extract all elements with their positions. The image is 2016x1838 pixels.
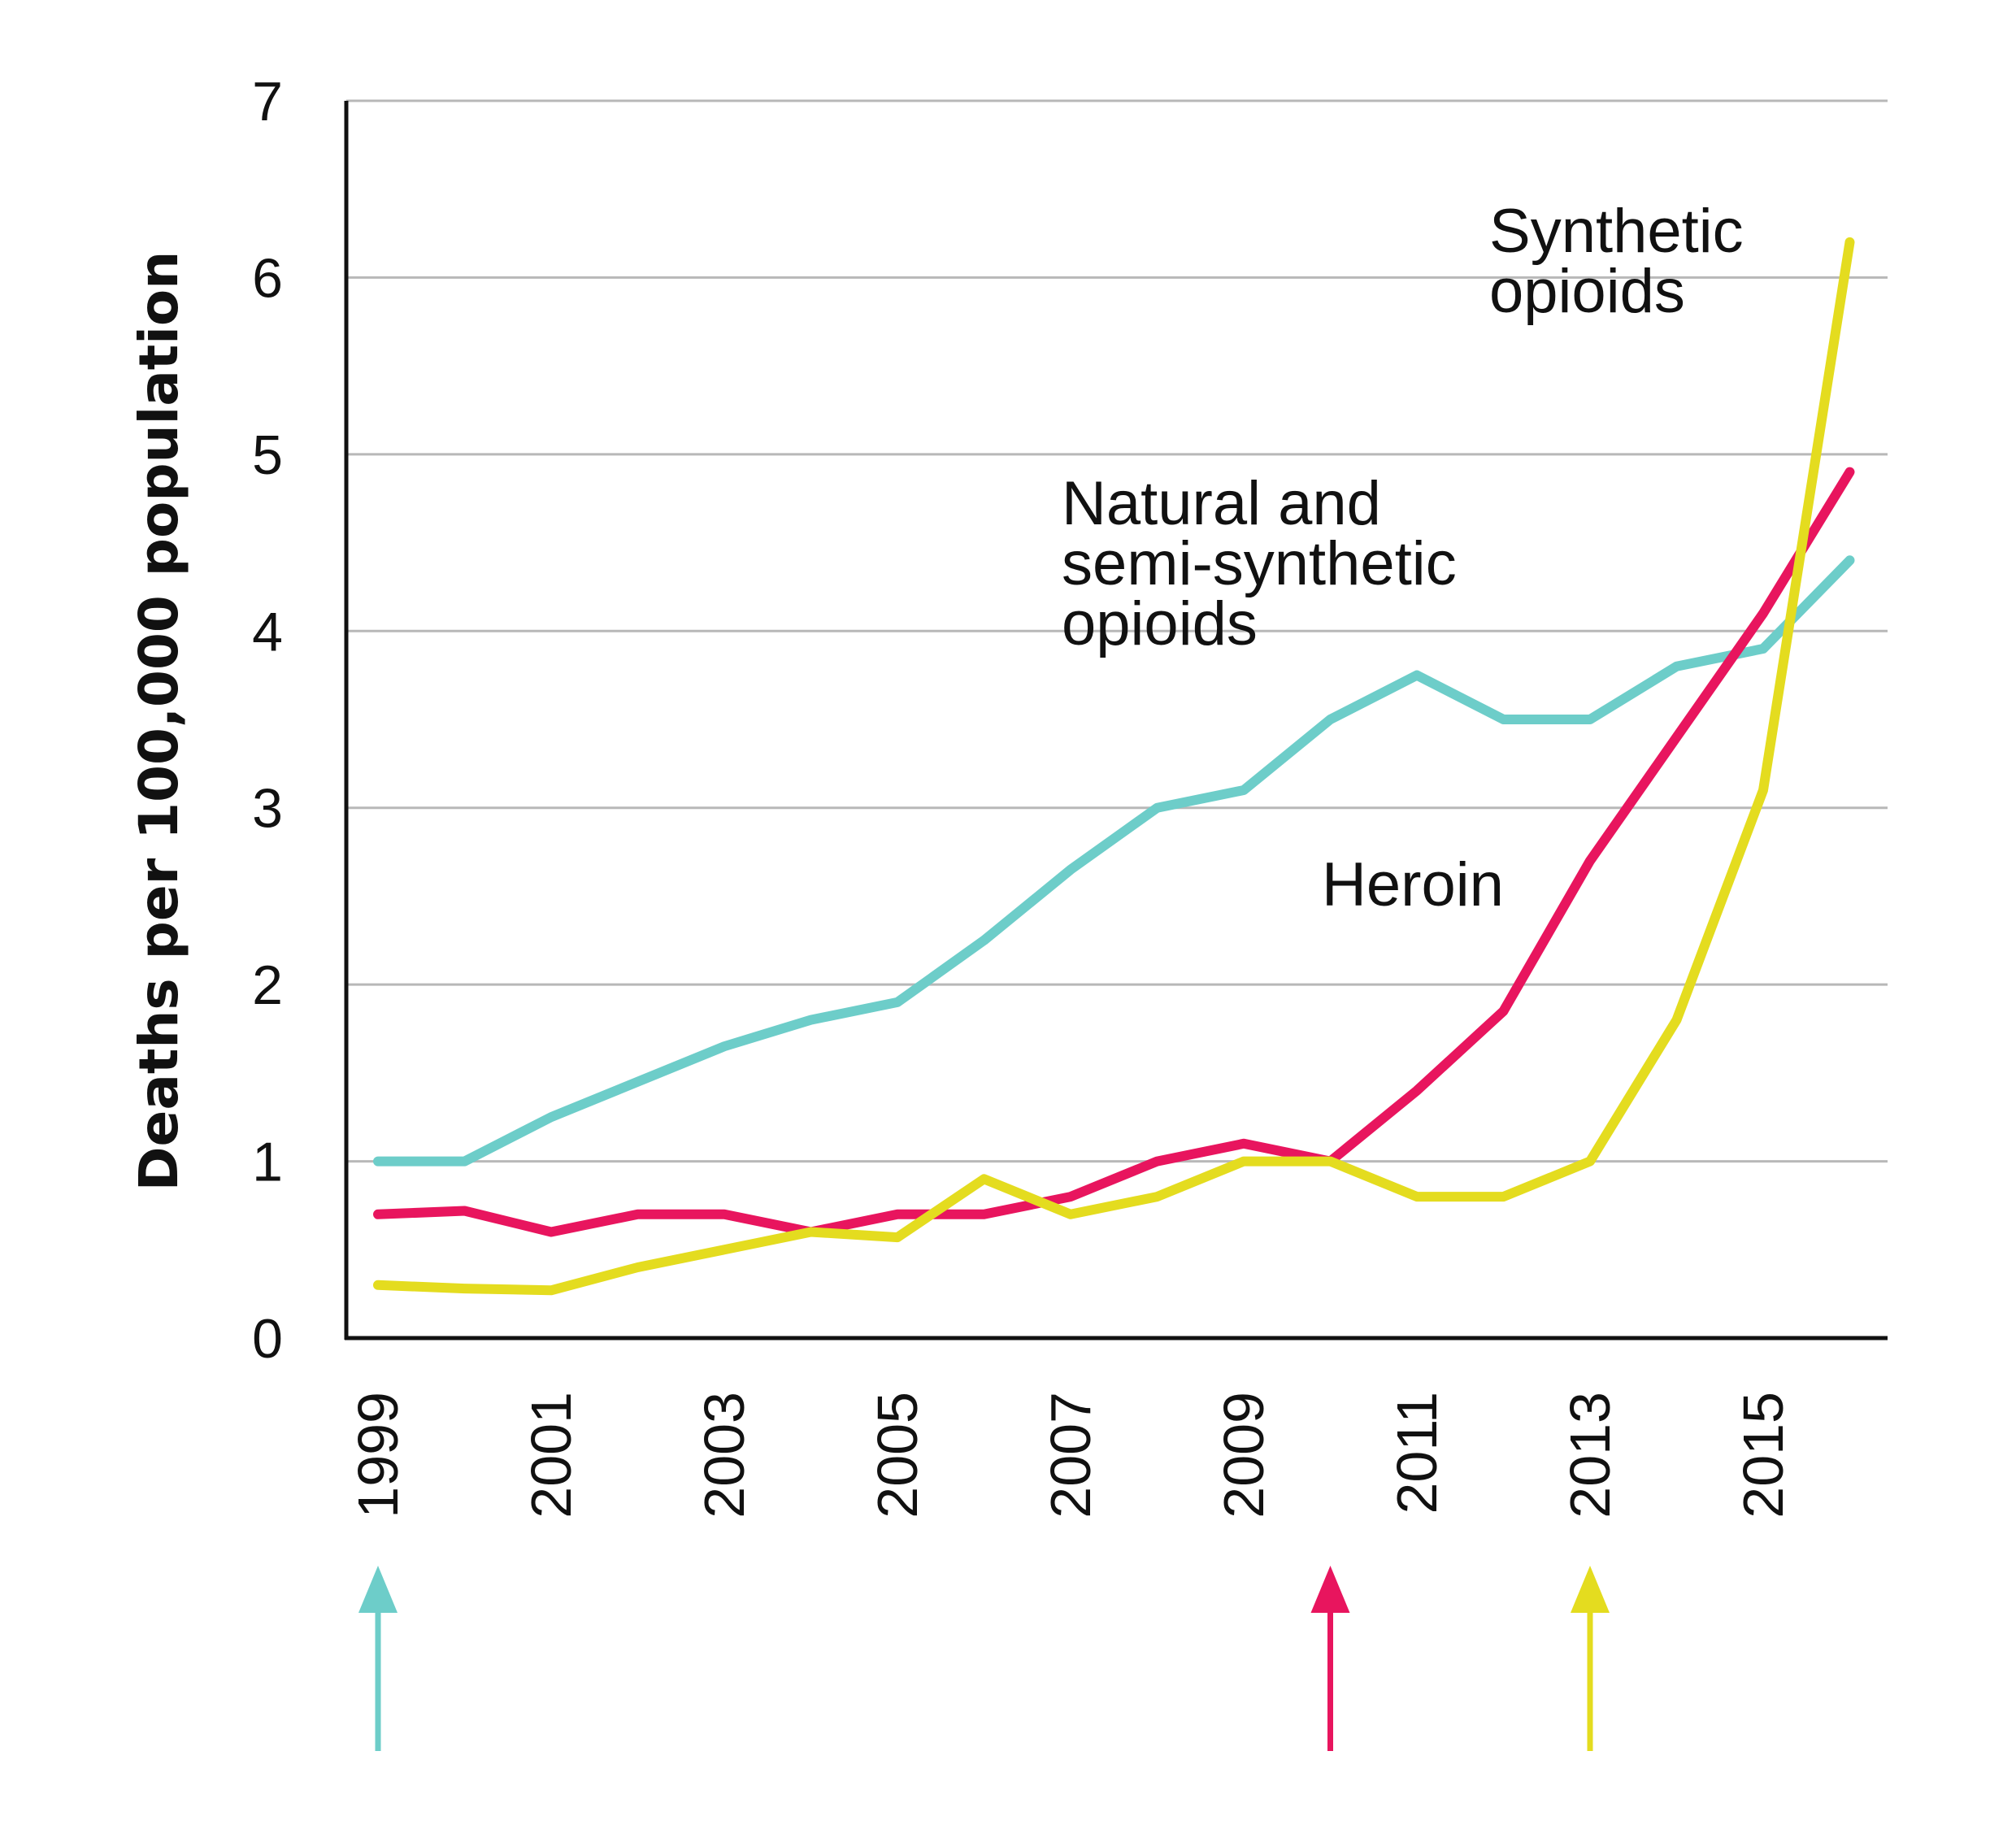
x-tick-label: 2007 bbox=[1039, 1392, 1102, 1519]
x-tick-label: 2001 bbox=[519, 1392, 583, 1519]
x-tick-label: 1999 bbox=[346, 1392, 410, 1519]
x-tick-labels: 1999 2001 2003 2005 2007 2009 2011 2013 2015 bbox=[346, 1392, 1795, 1519]
x-tick-label: 2013 bbox=[1558, 1392, 1622, 1519]
arrow-heroin bbox=[1310, 1566, 1350, 1751]
y-tick-label: 4 bbox=[252, 601, 283, 663]
y-tick-labels: 0 1 2 3 4 5 6 7 bbox=[252, 71, 283, 1370]
y-axis-label: Deaths per 100,000 population bbox=[128, 251, 190, 1191]
series-labels: Natural and semi-synthetic opioids Heroin Sy… bbox=[1062, 197, 1744, 919]
series-line-heroin bbox=[373, 467, 1855, 1237]
series-label-natural-and-semi-synthetic-opioids: Natural and semi-synthetic opioids bbox=[1062, 469, 1457, 658]
y-tick-label: 7 bbox=[252, 71, 283, 133]
arrow-head bbox=[1571, 1566, 1610, 1613]
y-tick-label: 6 bbox=[252, 247, 283, 309]
arrow-natural-and-semi-synthetic-opioids bbox=[358, 1566, 398, 1751]
arrow-synthetic-opioids bbox=[1571, 1566, 1610, 1751]
y-tick-label: 2 bbox=[252, 954, 283, 1016]
axes bbox=[344, 101, 1888, 1340]
series-label-heroin: Heroin bbox=[1322, 850, 1504, 919]
arrow-head bbox=[358, 1566, 398, 1613]
x-tick-label: 2003 bbox=[693, 1392, 756, 1519]
y-tick-label: 5 bbox=[252, 424, 283, 486]
x-tick-label: 2005 bbox=[866, 1392, 929, 1519]
series-lines bbox=[373, 237, 1855, 1296]
series-line-synthetic-opioids bbox=[373, 237, 1855, 1296]
gridlines bbox=[346, 99, 1888, 1163]
x-tick-label: 2011 bbox=[1385, 1392, 1449, 1514]
y-tick-label: 0 bbox=[252, 1308, 283, 1370]
x-tick-label: 2015 bbox=[1731, 1392, 1795, 1519]
x-tick-label: 2009 bbox=[1212, 1392, 1275, 1519]
series-line-natural-and-semi-synthetic-opioids bbox=[373, 555, 1855, 1167]
series-label-synthetic-opioids: Synthetic opioids bbox=[1489, 197, 1744, 326]
arrow-head bbox=[1310, 1566, 1350, 1613]
y-tick-label: 1 bbox=[252, 1132, 283, 1193]
start-year-arrows bbox=[358, 1566, 1610, 1751]
y-tick-label: 3 bbox=[252, 778, 283, 840]
